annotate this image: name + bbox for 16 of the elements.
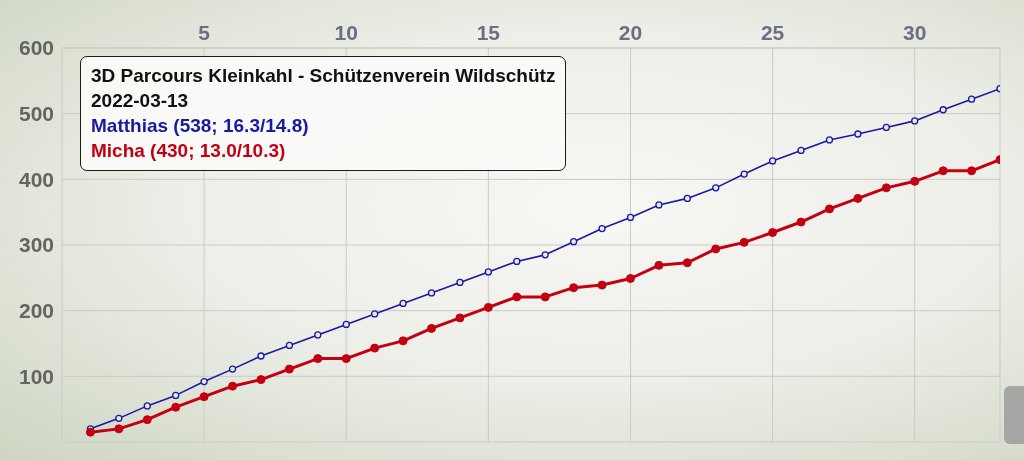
x-tick-label: 15: [476, 21, 501, 44]
x-tick-label: 20: [618, 21, 643, 44]
text: 2022-03-13: [91, 89, 190, 113]
x-tick-label: 10: [334, 21, 358, 44]
y-tick-label: 600: [18, 36, 54, 60]
y-tick-label: 400: [18, 167, 54, 191]
text: 3D Parcours Kleinkahl - Schützenverein Wildschütz: [91, 64, 556, 88]
x-tick-label: 25: [760, 21, 785, 44]
text: Matthias (538; 16.3/14.8): [91, 114, 310, 138]
y-tick-label: 100: [18, 364, 54, 388]
x-tick-label: 5: [198, 21, 211, 44]
text: Micha (430; 13.0/10.3): [91, 139, 287, 163]
y-tick-label: 200: [18, 299, 54, 323]
x-tick-label: 30: [903, 21, 927, 44]
y-tick-label: 300: [18, 233, 54, 257]
y-tick-label: 500: [18, 102, 54, 126]
